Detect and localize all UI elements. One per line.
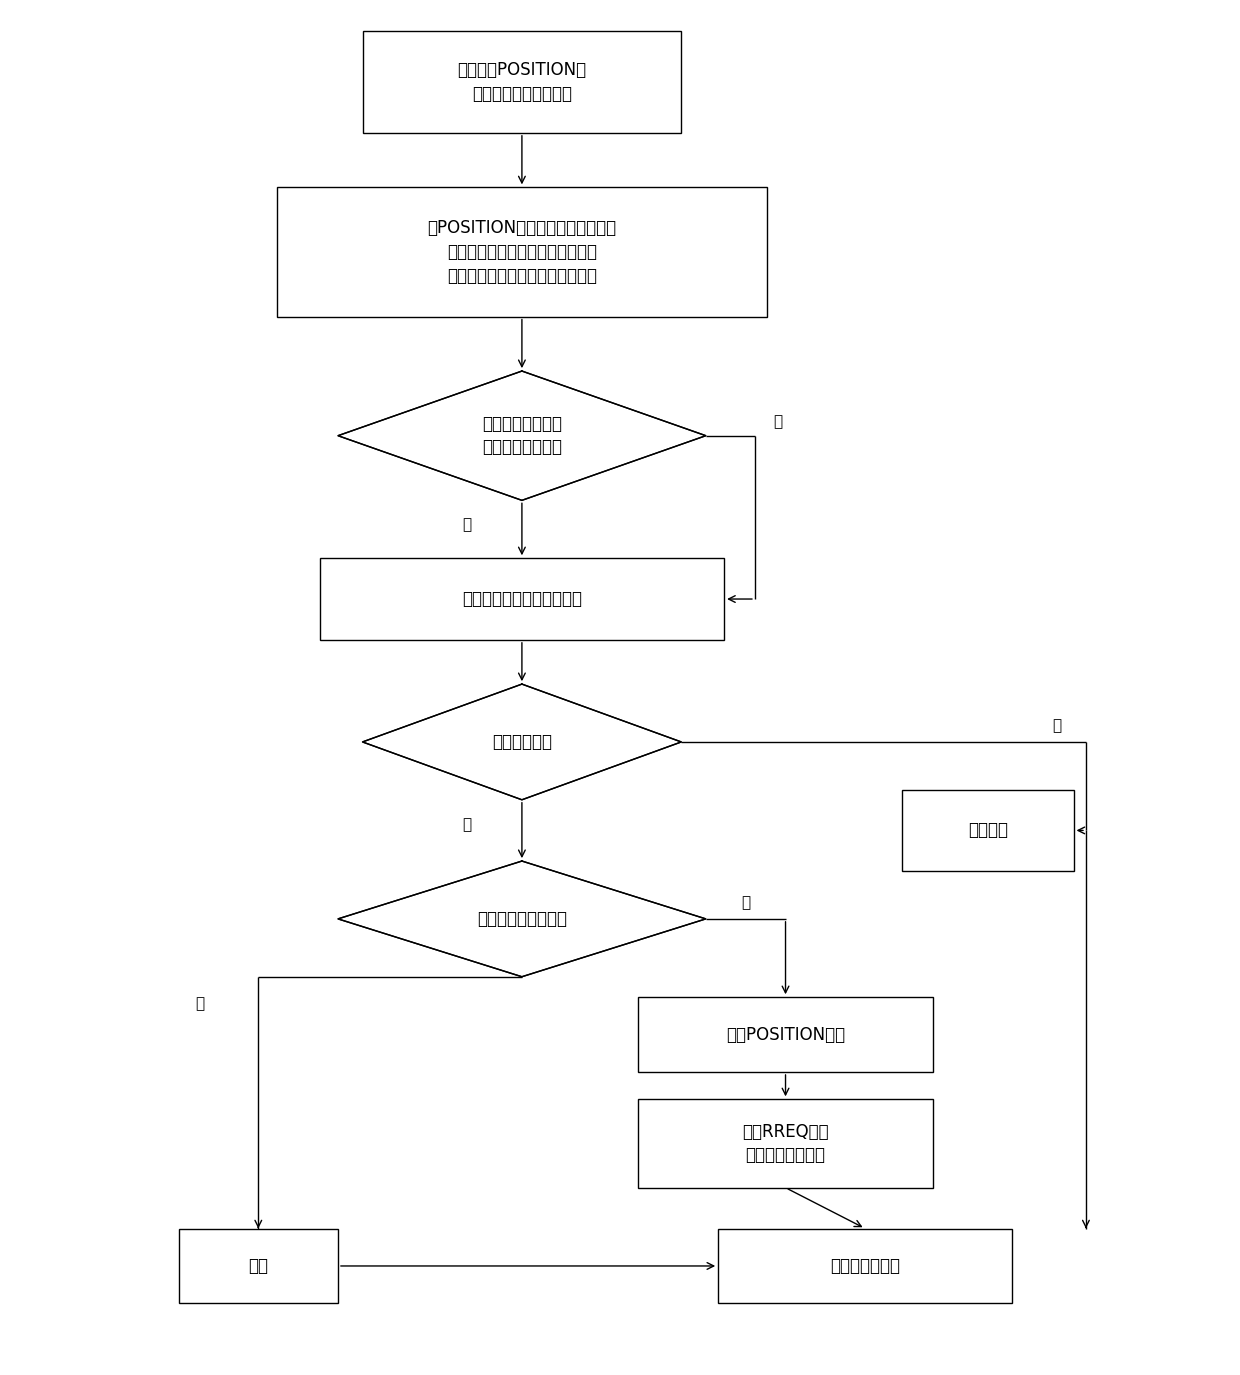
- Bar: [320, 558, 724, 639]
- Polygon shape: [339, 371, 706, 500]
- Text: 是: 是: [742, 895, 750, 910]
- Bar: [639, 1099, 932, 1188]
- Text: 添加到中心节点的路由条目: 添加到中心节点的路由条目: [463, 590, 582, 608]
- Bar: [901, 789, 1074, 872]
- Text: 发送RREQ寻找
到中心节点的路由: 发送RREQ寻找 到中心节点的路由: [743, 1122, 828, 1165]
- Bar: [718, 1228, 1012, 1304]
- Text: 否: 否: [463, 817, 471, 832]
- Bar: [179, 1228, 339, 1304]
- Text: 路由是否有效: 路由是否有效: [492, 733, 552, 751]
- Text: 缓存POSITION消息: 缓存POSITION消息: [725, 1026, 846, 1044]
- Polygon shape: [362, 685, 681, 800]
- Text: 先为新的POSITION控
制包分配一段内存空间: 先为新的POSITION控 制包分配一段内存空间: [458, 60, 587, 103]
- Text: 为POSITION消息的各个变量赋值，
包括源、目的、坐标信息、编队标
识等，目的节点为本编队中心节点: 为POSITION消息的各个变量赋值， 包括源、目的、坐标信息、编队标 识等，目…: [428, 220, 616, 285]
- Text: 路由表中是否有到
中心节点的路由项: 路由表中是否有到 中心节点的路由项: [482, 415, 562, 457]
- Bar: [277, 187, 768, 316]
- Text: 是: 是: [774, 415, 782, 429]
- Text: 是: 是: [1053, 718, 1061, 733]
- Polygon shape: [339, 861, 706, 976]
- Bar: [639, 997, 932, 1072]
- Text: 启动重发定时器: 启动重发定时器: [831, 1257, 900, 1275]
- Text: 否: 否: [195, 997, 205, 1012]
- Bar: [362, 30, 681, 133]
- Text: 本节点是否为源节点: 本节点是否为源节点: [477, 910, 567, 928]
- Text: 否: 否: [463, 517, 471, 532]
- Text: 退出: 退出: [248, 1257, 268, 1275]
- Text: 直接发送: 直接发送: [968, 821, 1008, 839]
